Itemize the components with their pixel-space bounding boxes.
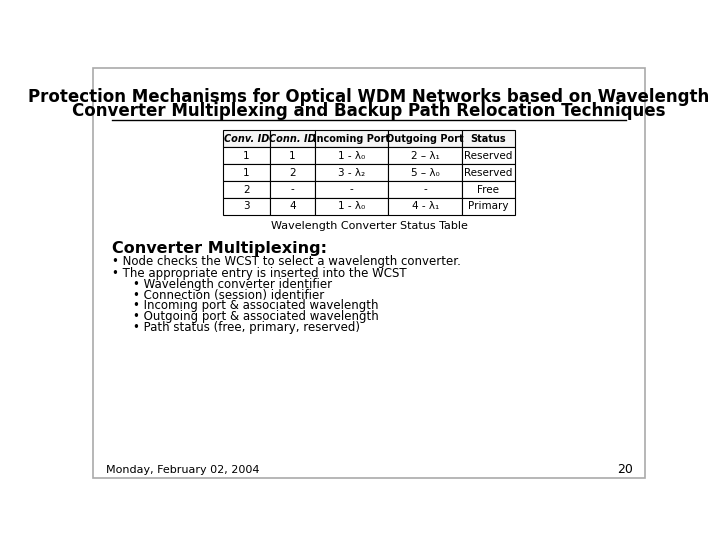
Bar [315,181,388,198]
Bar [388,198,462,215]
Bar [270,147,315,164]
Text: -: - [423,185,427,194]
Text: • Wavelength converter identifier: • Wavelength converter identifier [132,278,332,291]
Bar [270,164,315,181]
Text: 1 - λ₀: 1 - λ₀ [338,151,365,161]
Bar [223,181,270,198]
Text: • The appropriate entry is inserted into the WCST: • The appropriate entry is inserted into… [112,267,406,280]
Text: Incoming Port: Incoming Port [313,134,390,144]
Bar [315,130,388,147]
Bar [223,198,270,215]
Text: -: - [290,185,294,194]
Bar [462,130,515,147]
Bar [223,130,270,147]
Text: Reserved: Reserved [464,151,513,161]
Bar [315,198,388,215]
Text: Status: Status [471,134,506,144]
Text: 1: 1 [243,167,250,178]
Text: 4 - λ₁: 4 - λ₁ [412,201,438,212]
Bar [270,130,315,147]
Text: • Path status (free, primary, reserved): • Path status (free, primary, reserved) [132,321,359,334]
Text: Primary: Primary [468,201,508,212]
Text: • Outgoing port & associated wavelength: • Outgoing port & associated wavelength [132,310,379,323]
Bar [388,147,462,164]
Text: 2: 2 [289,167,296,178]
Bar [462,147,515,164]
Text: Converter Multiplexing and Backup Path Relocation Techniques: Converter Multiplexing and Backup Path R… [72,102,666,120]
Text: • Incoming port & associated wavelength: • Incoming port & associated wavelength [132,299,378,312]
Bar [270,181,315,198]
Bar [462,198,515,215]
Text: 3 - λ₂: 3 - λ₂ [338,167,365,178]
Bar [388,164,462,181]
Text: 1: 1 [243,151,250,161]
Text: Protection Mechanisms for Optical WDM Networks based on Wavelength: Protection Mechanisms for Optical WDM Ne… [28,88,710,106]
Text: • Node checks the WCST to select a wavelength converter.: • Node checks the WCST to select a wavel… [112,255,461,268]
Text: 1 - λ₀: 1 - λ₀ [338,201,365,212]
Text: Outgoing Port: Outgoing Port [387,134,464,144]
Text: -: - [350,185,354,194]
Text: 5 – λ₀: 5 – λ₀ [411,167,440,178]
Text: 3: 3 [243,201,250,212]
Bar [270,198,315,215]
Bar [462,164,515,181]
Bar [315,147,388,164]
Text: Monday, February 02, 2004: Monday, February 02, 2004 [106,465,259,475]
Text: Reserved: Reserved [464,167,513,178]
Text: 1: 1 [289,151,296,161]
Text: Wavelength Converter Status Table: Wavelength Converter Status Table [271,221,467,231]
Text: Conn. ID: Conn. ID [269,134,315,144]
Bar [462,181,515,198]
Text: Free: Free [477,185,500,194]
Text: 4: 4 [289,201,296,212]
Text: 2 – λ₁: 2 – λ₁ [411,151,440,161]
Text: • Connection (session) identifier: • Connection (session) identifier [132,288,324,301]
Bar [223,147,270,164]
Text: Conv. ID: Conv. ID [224,134,269,144]
Text: 2: 2 [243,185,250,194]
Bar [223,164,270,181]
Text: Converter Multiplexing:: Converter Multiplexing: [112,241,327,256]
Bar [388,130,462,147]
Text: 20: 20 [616,463,632,476]
Bar [315,164,388,181]
Bar [388,181,462,198]
